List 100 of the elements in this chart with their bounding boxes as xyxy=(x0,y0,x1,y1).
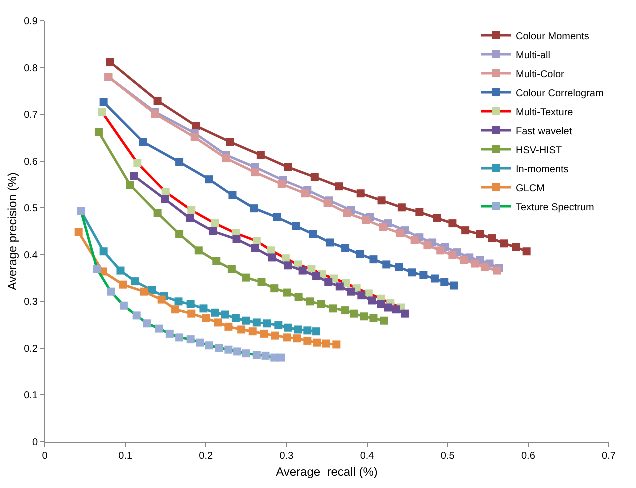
legend-label: Multi-all xyxy=(516,50,550,62)
point xyxy=(284,163,292,172)
point xyxy=(224,346,233,354)
point xyxy=(176,230,184,238)
point xyxy=(329,304,338,313)
point xyxy=(116,266,125,275)
point xyxy=(228,265,236,274)
point xyxy=(260,330,268,338)
point xyxy=(205,342,214,350)
point xyxy=(326,238,334,247)
point xyxy=(462,226,470,235)
point xyxy=(226,138,234,146)
point xyxy=(256,151,265,160)
point xyxy=(332,340,341,349)
point xyxy=(396,229,404,238)
point xyxy=(250,204,258,213)
point xyxy=(317,300,326,308)
point xyxy=(336,282,344,291)
point xyxy=(448,220,457,228)
point xyxy=(368,296,376,305)
point xyxy=(309,230,318,238)
point xyxy=(190,133,199,142)
point xyxy=(293,334,302,343)
point xyxy=(294,293,303,302)
point xyxy=(379,223,388,232)
point xyxy=(380,316,388,325)
y-tick-label: 0.7 xyxy=(24,110,38,122)
point xyxy=(433,214,442,222)
point xyxy=(476,230,484,238)
point xyxy=(493,266,502,275)
point xyxy=(384,304,392,312)
point xyxy=(252,350,261,359)
x-tick-label: 0.5 xyxy=(440,451,456,462)
point xyxy=(242,316,250,325)
y-axis-title: Average precision (%) xyxy=(5,172,20,290)
point xyxy=(322,340,330,348)
point xyxy=(200,304,208,313)
point xyxy=(134,159,142,168)
legend-label: Multi-Texture xyxy=(516,107,574,118)
point xyxy=(221,310,230,319)
point xyxy=(274,322,283,330)
point xyxy=(140,288,148,296)
point xyxy=(370,314,378,323)
legend-label: HSV-HIST xyxy=(516,145,562,156)
point xyxy=(335,182,344,191)
point xyxy=(154,96,162,105)
point xyxy=(370,256,378,264)
point xyxy=(232,235,241,244)
point xyxy=(106,58,114,66)
point xyxy=(126,181,134,190)
point xyxy=(186,300,195,308)
point xyxy=(350,310,358,318)
point xyxy=(211,220,220,228)
point xyxy=(408,268,416,277)
y-tick-label: 0.5 xyxy=(24,204,38,215)
x-tick-label: 0.4 xyxy=(360,451,375,462)
y-tick-label: 0.8 xyxy=(24,63,38,74)
legend-label: Multi-Color xyxy=(516,69,566,80)
point xyxy=(120,302,128,310)
point xyxy=(242,274,250,282)
point xyxy=(460,256,468,264)
point xyxy=(252,318,261,327)
point xyxy=(176,158,184,166)
x-tick-label: 0.1 xyxy=(118,451,133,462)
x-tick-label: 0.7 xyxy=(602,451,616,462)
point xyxy=(132,312,141,320)
point xyxy=(306,298,314,306)
point xyxy=(263,320,272,328)
point xyxy=(347,288,356,296)
point xyxy=(356,190,365,198)
point xyxy=(154,209,162,218)
legend-label: In-moments xyxy=(516,164,569,176)
point xyxy=(224,322,233,331)
point xyxy=(424,242,432,250)
point xyxy=(360,312,368,321)
point xyxy=(74,228,83,236)
point xyxy=(174,298,183,306)
point xyxy=(148,286,156,294)
point xyxy=(232,314,240,323)
point xyxy=(270,284,279,293)
point xyxy=(158,296,166,304)
y-tick-label: 0 xyxy=(32,438,38,448)
point xyxy=(238,326,246,334)
point xyxy=(205,176,214,184)
point xyxy=(188,310,196,318)
point xyxy=(500,240,508,248)
point xyxy=(324,278,333,286)
legend-label: Texture Spectrum xyxy=(516,202,594,214)
point xyxy=(342,244,350,252)
point xyxy=(186,336,195,344)
point xyxy=(480,264,489,272)
y-tick-label: 0.1 xyxy=(24,390,38,402)
y-tick-label: 0.9 xyxy=(24,16,38,28)
point xyxy=(284,324,292,332)
point xyxy=(410,236,419,244)
point xyxy=(119,280,128,289)
point xyxy=(312,328,321,336)
point xyxy=(378,196,386,205)
point xyxy=(161,195,170,204)
point xyxy=(143,320,152,328)
